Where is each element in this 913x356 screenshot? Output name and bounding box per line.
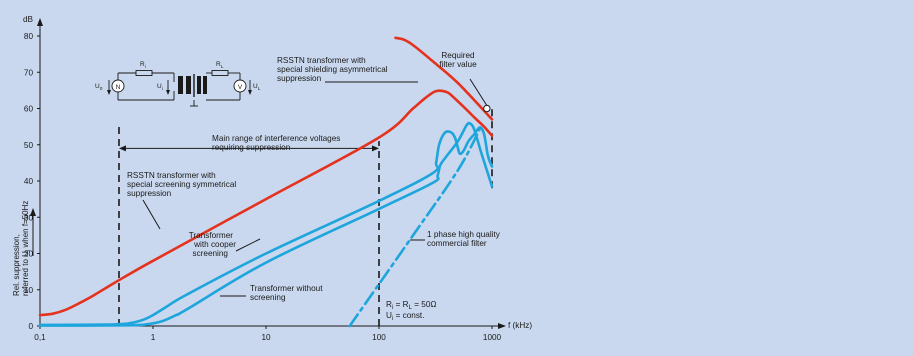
annotation-main-range: requiring suppression (212, 143, 291, 152)
annotation-main-range: Main range of interference voltages (212, 134, 340, 143)
annotation-commercial: 1 phase high quality (427, 230, 501, 239)
text-span: = R (393, 300, 408, 309)
circuit-label-rl: RL (216, 61, 224, 70)
circuit-label-ul: UL (253, 83, 261, 92)
x-tick-label: 1000 (483, 333, 502, 342)
annotation-rsstn-asym: special shielding asymmetrical (277, 65, 388, 74)
series-line-rsstn_sym (38, 89, 494, 317)
annotation-formula-u: Ui = const. (386, 311, 424, 322)
y-axis-arrow (37, 18, 43, 26)
series-line-rsstn_asym (394, 36, 494, 121)
leader-required (469, 78, 488, 106)
annotation-cooper: Transformer (189, 231, 234, 240)
x-tick-label: 0,1 (34, 333, 46, 342)
text-span: referred to U (21, 251, 30, 296)
annotation-cooper: with cooper (193, 240, 236, 249)
circuit-transformer-core (178, 76, 183, 94)
chart-series (38, 36, 494, 328)
circuit-label-n: N (116, 84, 121, 91)
text-span: U (157, 83, 162, 90)
text-span: L (258, 86, 261, 92)
range-arrow-left (118, 145, 126, 152)
chart-axes: dBf (kHz)Rel. suppression, referred to Ui… (12, 15, 532, 330)
y-tick-label: 10 (24, 286, 34, 295)
chart-ticks: 0 10 20 30 40 50 60 70 80 0,1 1 10 100 1000 (24, 32, 502, 342)
circuit-resistor-ri (135, 70, 153, 76)
circuit-voltage-arrowhead (107, 90, 111, 95)
y-tick-label: 60 (24, 105, 34, 114)
circuit-label-ri: Ri (140, 61, 146, 70)
side-label-arrow-head (30, 208, 36, 216)
text-span: i (162, 86, 163, 92)
y-tick-label: 40 (24, 177, 34, 186)
y-axis-label: dB (23, 15, 34, 24)
circuit-transformer-core (197, 76, 201, 94)
annotation-cooper: screening (192, 249, 228, 258)
text-span: L (409, 304, 413, 311)
annotation-rsstn-sym: RSSTN transformer with (127, 171, 216, 180)
annotation-rsstn-asym: RSSTN transformer with (277, 56, 366, 65)
leader-cooper (235, 238, 261, 252)
text-span: L (221, 64, 224, 70)
text-span: R (140, 61, 145, 68)
text-span: = 50Ω (412, 300, 437, 309)
circuit-voltage-arrowhead (248, 90, 252, 95)
circuit-label-u0: U0 (95, 83, 103, 92)
y-tick-label: 70 (24, 68, 34, 77)
circuit-label-v: V (238, 84, 243, 91)
annotation-rsstn-sym: suppression (127, 189, 172, 198)
text-span: 0 (100, 86, 103, 92)
text-span: i (26, 250, 32, 251)
text-span: U (386, 311, 392, 320)
circuit-resistor-rl (211, 70, 229, 76)
text-span: R (386, 300, 392, 309)
x-tick-label: 1 (151, 333, 156, 342)
circuit-label-ui: Ui (157, 83, 163, 92)
y-tick-label: 20 (24, 250, 34, 259)
circuit-transformer-core (203, 76, 207, 94)
text-span: i (145, 64, 146, 70)
text-span: when f=50Hz (21, 201, 30, 250)
range-arrow-right (372, 145, 379, 152)
annotation-required-filter: filter value (439, 60, 477, 69)
side-label-line2: referred to Ui when f=50Hz (21, 201, 32, 296)
required-filter-marker (483, 104, 491, 113)
x-axis-label: f (kHz) (508, 321, 532, 330)
circuit-voltage-arrowhead (166, 90, 170, 95)
x-axis-arrow (498, 323, 506, 329)
x-tick-label: 100 (372, 333, 386, 342)
circuit-transformer-core (186, 76, 191, 94)
side-label-line1: Rel. suppression, (12, 234, 21, 296)
y-tick-label: 50 (24, 141, 34, 150)
y-tick-label: 80 (24, 32, 34, 41)
reference-lines (118, 108, 493, 326)
annotation-formula-r: Ri = RL = 50Ω (386, 300, 437, 311)
text-span: R (216, 61, 221, 68)
annotation-without: screening (250, 293, 286, 302)
text-span: i (392, 304, 393, 311)
annotation-commercial: commercial filter (427, 239, 487, 248)
text-span: U (95, 83, 100, 90)
series-line-commercial (348, 125, 483, 328)
annotation-without: Transformer without (250, 284, 323, 293)
leader-rsstn-sym (142, 199, 161, 230)
y-tick-label: 0 (28, 322, 33, 331)
annotation-rsstn-asym: suppression (277, 74, 322, 83)
text-span: = const. (393, 311, 424, 320)
x-tick-label: 10 (261, 333, 271, 342)
y-tick-label: 30 (24, 213, 34, 222)
annotation-required-filter: Required (441, 51, 475, 60)
text-span: i (392, 315, 393, 322)
annotation-rsstn-sym: special screening symmetrical (127, 180, 236, 189)
text-span: U (253, 83, 258, 90)
series-line-without (38, 121, 494, 327)
